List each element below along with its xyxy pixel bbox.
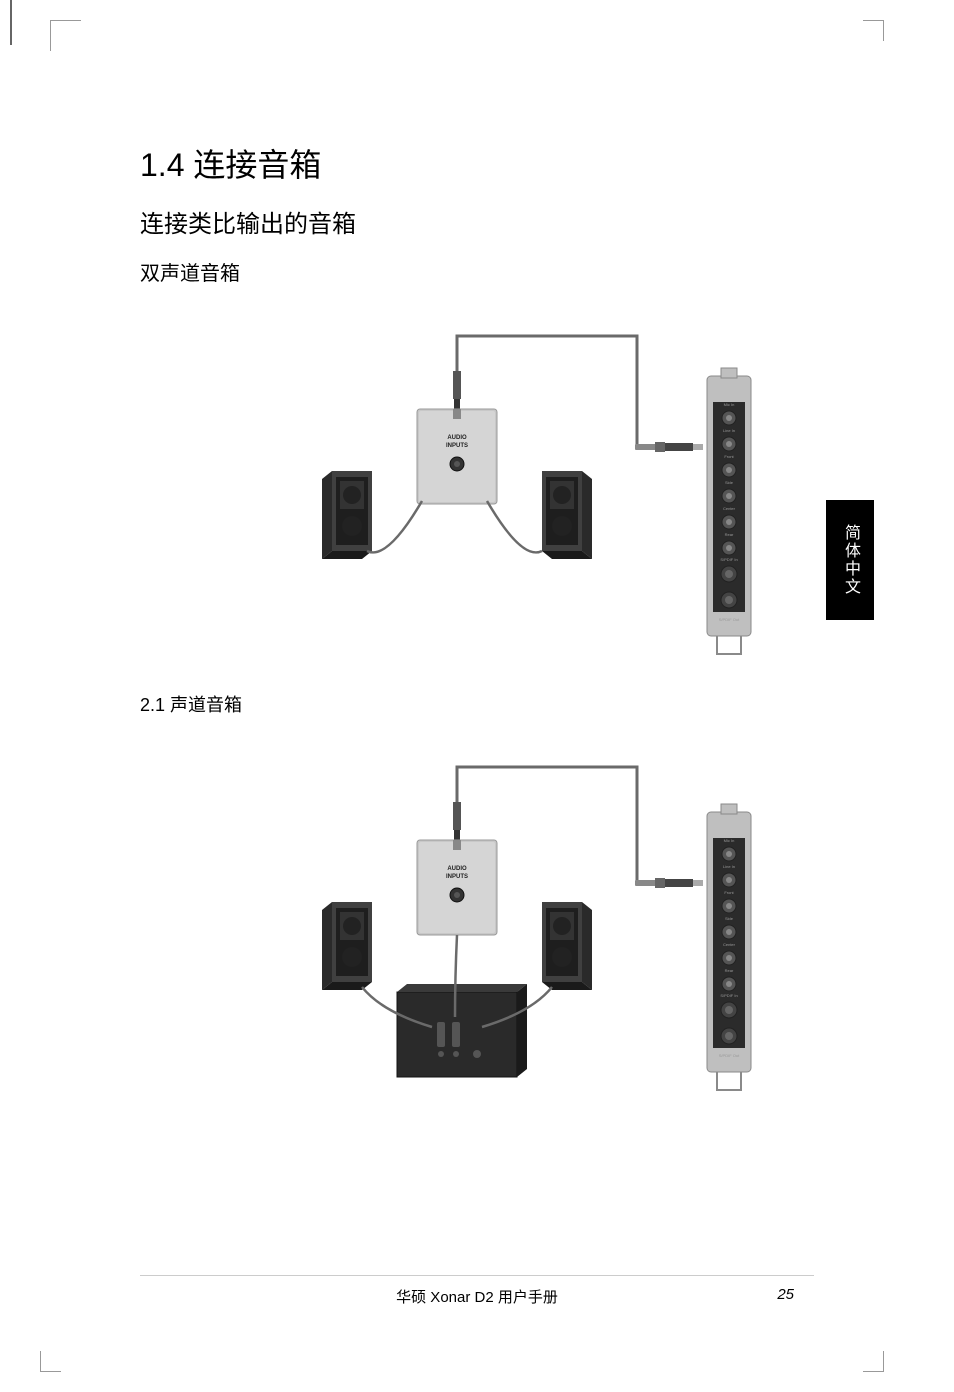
svg-text:S/PDIF In: S/PDIF In — [720, 993, 737, 998]
svg-text:Mic In: Mic In — [724, 402, 735, 407]
heading-config: 双声道音箱 — [140, 257, 834, 286]
heading-section: 1.4 连接音箱 — [140, 140, 834, 186]
svg-text:Center: Center — [723, 942, 736, 947]
svg-text:Front: Front — [724, 454, 734, 459]
svg-text:Line In: Line In — [723, 428, 735, 433]
page-footer: 华硕 Xonar D2 用户手册 25 — [140, 1275, 814, 1307]
svg-text:S/PDIF Out: S/PDIF Out — [719, 617, 740, 622]
svg-text:AUDIO: AUDIO — [447, 435, 467, 441]
svg-text:INPUTS: INPUTS — [446, 874, 468, 880]
svg-text:Rear: Rear — [725, 532, 734, 537]
page-number: 25 — [777, 1286, 794, 1303]
svg-text:Side: Side — [725, 480, 734, 485]
svg-text:Mic In: Mic In — [724, 838, 735, 843]
svg-text:Line In: Line In — [723, 864, 735, 869]
svg-text:Center: Center — [723, 506, 736, 511]
language-tab: 简体中文 — [826, 500, 874, 620]
svg-text:Rear: Rear — [725, 968, 734, 973]
heading-config-2: 2.1 声道音箱 — [140, 691, 834, 717]
footer-title: 华硕 Xonar D2 用户手册 — [396, 1289, 558, 1306]
diagram-2-1ch: AUDIO INPUTS — [207, 747, 767, 1132]
svg-text:Side: Side — [725, 916, 734, 921]
svg-text:S/PDIF Out: S/PDIF Out — [719, 1053, 740, 1058]
svg-text:S/PDIF In: S/PDIF In — [720, 557, 737, 562]
diagram-2ch: AUDIO INPUTS — [207, 316, 767, 661]
svg-text:AUDIO: AUDIO — [447, 866, 467, 872]
heading-subsection: 连接类比输出的音箱 — [140, 204, 834, 239]
svg-text:Front: Front — [724, 890, 734, 895]
svg-text:INPUTS: INPUTS — [446, 443, 468, 449]
